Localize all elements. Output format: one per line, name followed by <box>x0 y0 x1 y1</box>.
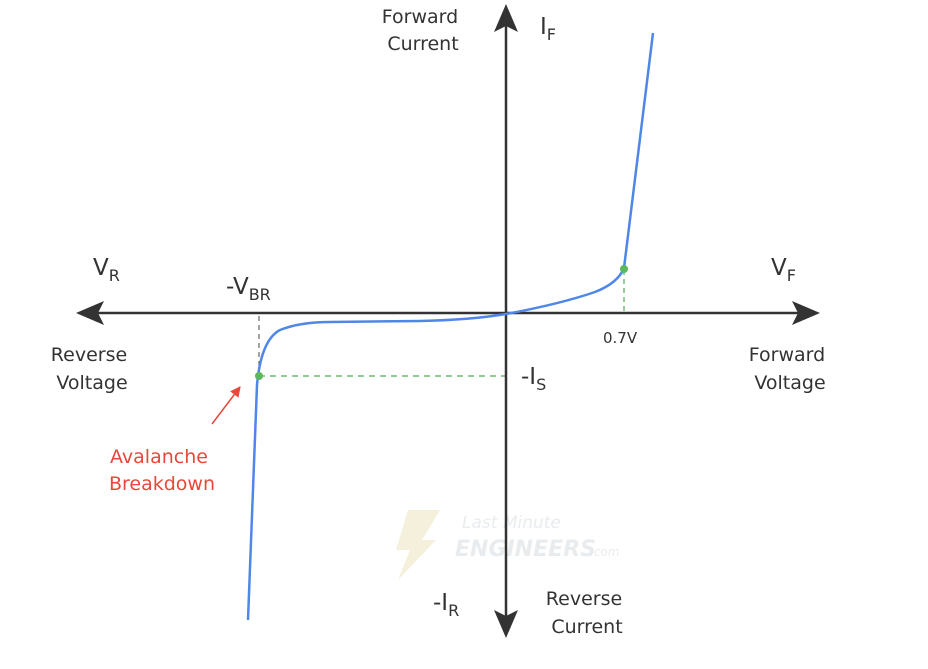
vertical-axis <box>494 4 518 638</box>
avalanche-breakdown-label: Avalanche Breakdown <box>109 446 215 495</box>
forward-voltage-label: Forward Voltage <box>749 344 831 394</box>
i-f-symbol: IF <box>540 14 556 44</box>
knee-voltage-label: 0.7V <box>603 329 638 347</box>
axis-arrow-up-icon <box>494 4 518 32</box>
horizontal-axis <box>76 301 820 325</box>
axis-arrow-right-icon <box>792 301 820 325</box>
forward-current-label: Forward Current <box>382 6 464 55</box>
v-r-symbol: VR <box>93 255 120 285</box>
reverse-current-label: Reverse Current <box>546 588 628 638</box>
axis-arrow-left-icon <box>76 301 104 325</box>
knee-point <box>620 265 628 273</box>
watermark-line2: ENGINEERS <box>455 537 596 562</box>
watermark-bolt-icon <box>396 510 440 580</box>
iv-curve <box>246 32 655 621</box>
axis-arrow-down-icon <box>494 610 518 638</box>
watermark-line1: Last Minute <box>462 513 561 533</box>
i-s-symbol: -IS <box>521 364 546 394</box>
reverse-voltage-label: Reverse Voltage <box>51 344 133 394</box>
watermark-line3: .com <box>590 545 619 559</box>
avalanche-arrow <box>211 386 241 425</box>
v-br-symbol: -VBR <box>226 274 271 304</box>
i-r-symbol: -IR <box>433 590 459 620</box>
breakdown-point <box>255 372 263 380</box>
v-f-symbol: VF <box>771 255 796 285</box>
watermark: Last Minute ENGINEERS .com <box>396 510 619 580</box>
